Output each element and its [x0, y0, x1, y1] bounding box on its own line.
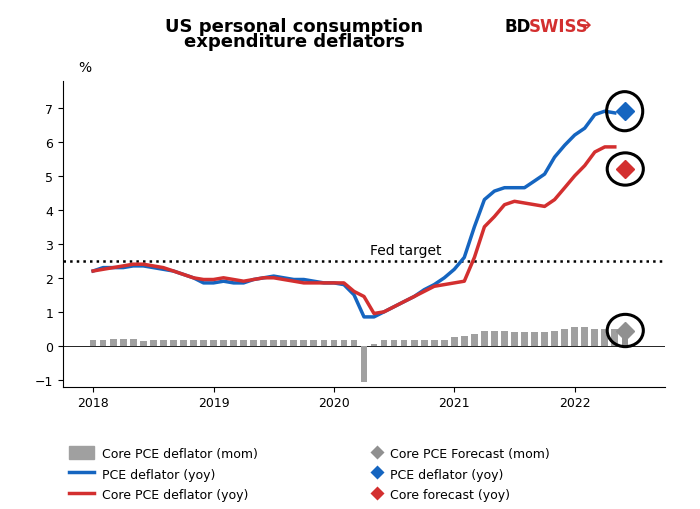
Bar	[251, 340, 257, 346]
Bar	[140, 341, 146, 346]
Bar	[481, 331, 488, 346]
Bar	[170, 340, 176, 346]
Bar	[571, 327, 578, 346]
Bar	[541, 332, 548, 346]
Bar	[100, 340, 106, 346]
Bar	[300, 340, 307, 346]
Bar	[351, 340, 357, 346]
Bar	[531, 332, 538, 346]
Bar	[190, 340, 197, 346]
Bar	[341, 340, 347, 346]
Bar	[200, 340, 206, 346]
Bar	[260, 340, 267, 346]
Bar	[441, 340, 447, 346]
Text: BD: BD	[504, 18, 531, 36]
Bar	[582, 327, 588, 346]
Bar	[421, 340, 428, 346]
Bar	[391, 340, 398, 346]
Bar	[381, 340, 387, 346]
Bar	[411, 340, 417, 346]
Bar	[290, 340, 297, 346]
Bar	[210, 340, 217, 346]
Bar	[511, 332, 518, 346]
Bar	[471, 334, 477, 346]
Bar	[401, 340, 407, 346]
Bar	[501, 331, 508, 346]
Bar	[601, 329, 608, 346]
Bar	[90, 340, 97, 346]
Bar	[461, 336, 468, 346]
Bar	[230, 340, 237, 346]
Bar	[592, 329, 598, 346]
Bar	[220, 340, 227, 346]
Bar	[120, 340, 127, 346]
Bar	[431, 340, 438, 346]
Legend: Core PCE Forecast (mom), PCE deflator (yoy), Core forecast (yoy): Core PCE Forecast (mom), PCE deflator (y…	[370, 446, 550, 501]
Bar	[561, 329, 568, 346]
Bar	[552, 331, 558, 346]
Text: %: %	[78, 62, 91, 75]
Text: ➔: ➔	[578, 18, 591, 33]
Text: expenditure deflators: expenditure deflators	[183, 33, 405, 51]
Bar	[270, 340, 277, 346]
Bar	[130, 340, 136, 346]
Bar	[451, 337, 458, 346]
Bar	[240, 340, 247, 346]
Bar	[371, 345, 377, 346]
Bar	[311, 340, 317, 346]
Bar	[360, 346, 368, 382]
Bar	[180, 340, 187, 346]
Bar	[491, 331, 498, 346]
Bar	[110, 340, 116, 346]
Bar	[281, 340, 287, 346]
Text: SWISS: SWISS	[528, 18, 588, 36]
Bar	[150, 340, 157, 346]
Bar	[160, 340, 167, 346]
Bar	[522, 332, 528, 346]
Bar	[321, 340, 327, 346]
Text: US personal consumption: US personal consumption	[165, 18, 423, 36]
Bar	[330, 340, 337, 346]
Bar	[612, 329, 618, 346]
Bar	[622, 331, 628, 346]
Text: Fed target: Fed target	[370, 244, 442, 258]
